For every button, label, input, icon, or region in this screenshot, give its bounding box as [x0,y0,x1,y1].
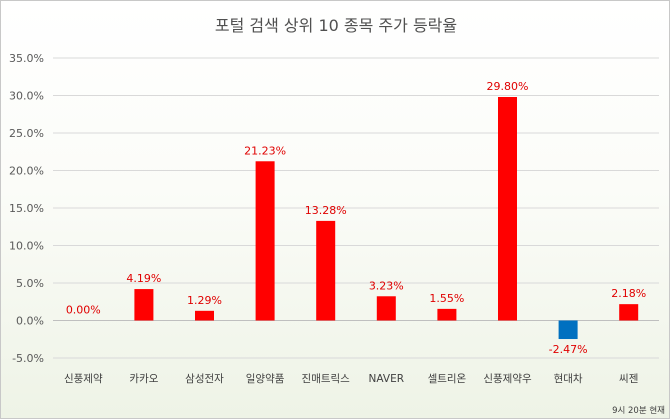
data-label: 2.18% [611,287,646,300]
category-label: 신풍제약우 [483,373,532,385]
data-label: 1.55% [429,292,464,305]
data-label: 1.29% [187,294,222,307]
y-tick-label: 0.0% [16,315,44,328]
bar [376,296,396,321]
y-tick-label: 15.0% [9,202,44,215]
bar [316,220,336,321]
category-label: NAVER [369,373,404,385]
labels-layer: -5.0% 0.0% 5.0% 10.0% 15.0% 20.0% 25.0% 30.0% 35… [9,52,646,385]
category-label: 삼성전자 [185,373,224,385]
bars-layer [134,97,639,340]
bar [437,308,457,321]
bar [619,304,639,321]
data-label: 13.28% [305,204,347,217]
bar [134,289,154,321]
category-label: 진매트릭스 [302,373,351,385]
data-label: 3.23% [369,279,404,292]
category-label: 셀트리온 [428,373,467,385]
footnote: 9시 20분 현재 [612,406,665,416]
data-label: 0.00% [66,304,101,317]
bar [255,161,275,321]
y-tick-label: 30.0% [9,90,44,103]
bar [558,320,578,340]
category-label: 카카오 [129,373,158,385]
category-label: 현대차 [554,373,583,385]
category-label: 일양약품 [246,372,285,385]
grid-layer [53,57,659,359]
data-label: -2.47% [549,343,588,356]
y-tick-label: -5.0% [12,352,44,365]
y-tick-label: 5.0% [16,277,44,290]
y-tick-label: 10.0% [9,240,44,253]
y-tick-label: 25.0% [9,127,44,140]
bar [195,310,214,321]
y-tick-label: 35.0% [9,52,44,65]
data-label: 21.23% [244,144,286,157]
chart-title: 포털 검색 상위 10 종목 주가 등락율 [215,16,457,35]
y-tick-label: 20.0% [9,165,44,178]
data-label: 4.19% [126,272,161,285]
data-label: 29.80% [487,80,529,93]
category-label: 신풍제약 [64,373,103,385]
category-label: 씨젠 [619,373,638,385]
bar [498,97,517,321]
